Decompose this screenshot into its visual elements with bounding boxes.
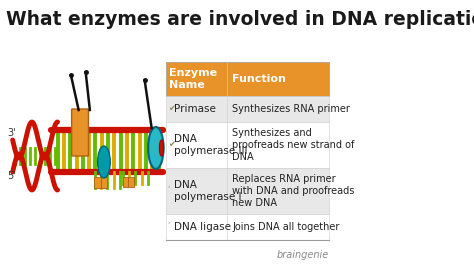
Text: DNA
polymerase I: DNA polymerase I [174,180,242,202]
Text: ✔: ✔ [168,105,175,114]
FancyBboxPatch shape [101,177,107,188]
FancyBboxPatch shape [122,177,128,186]
Text: Primase: Primase [174,104,216,114]
Text: Synthesizes RNA primer: Synthesizes RNA primer [232,104,350,114]
Text: ʹ: ʹ [168,222,170,231]
Text: What enzymes are involved in DNA replication?: What enzymes are involved in DNA replica… [6,10,474,29]
FancyBboxPatch shape [166,96,328,122]
Text: Joins DNA all together: Joins DNA all together [232,222,340,232]
Text: ✔: ✔ [168,140,175,149]
Text: ʹ: ʹ [168,186,170,196]
Text: Replaces RNA primer
with DNA and proofreads
new DNA: Replaces RNA primer with DNA and proofre… [232,174,355,208]
FancyBboxPatch shape [166,168,328,214]
FancyBboxPatch shape [94,177,101,188]
Text: DNA ligase: DNA ligase [174,222,231,232]
FancyBboxPatch shape [128,177,134,186]
Text: DNA
polymerase III: DNA polymerase III [174,134,247,156]
Ellipse shape [159,140,164,156]
Text: braingenie: braingenie [276,250,328,260]
Text: 5': 5' [7,171,16,181]
FancyBboxPatch shape [166,62,328,96]
Text: Enzyme
Name: Enzyme Name [169,68,217,90]
FancyBboxPatch shape [166,122,328,168]
FancyBboxPatch shape [166,214,328,240]
Text: 3': 3' [7,128,16,138]
Text: Synthesizes and
proofreads new strand of
DNA: Synthesizes and proofreads new strand of… [232,128,355,163]
FancyBboxPatch shape [72,109,89,156]
Ellipse shape [148,127,164,169]
Text: Function: Function [232,74,286,84]
Ellipse shape [98,146,110,178]
